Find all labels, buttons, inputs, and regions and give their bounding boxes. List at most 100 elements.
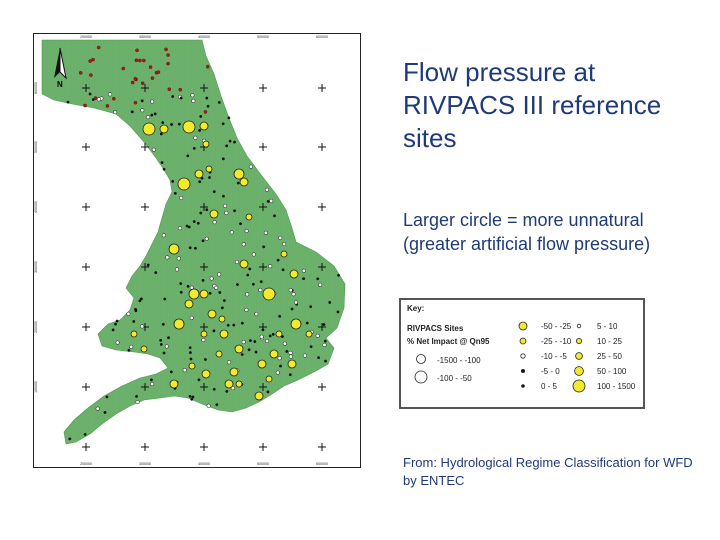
site-marker-impact [229, 367, 239, 377]
site-marker-small [253, 340, 257, 343]
legend-heading: RIVPACS Sites [407, 324, 464, 333]
site-marker-small [268, 264, 273, 269]
site-marker-impact [233, 168, 245, 180]
site-marker-north [142, 58, 146, 63]
site-marker-small [190, 93, 195, 98]
site-marker-small [248, 267, 252, 271]
site-marker-small [266, 199, 270, 203]
site-marker-small [222, 194, 225, 198]
legend-symbol [520, 353, 526, 359]
site-marker-small [246, 273, 250, 277]
site-marker-small [288, 354, 293, 359]
site-marker-small [208, 176, 211, 179]
site-marker-small [164, 344, 169, 349]
grid-cross [259, 143, 267, 151]
site-marker-impact [173, 318, 185, 330]
grid-cross [82, 323, 90, 331]
site-marker-small [201, 239, 205, 243]
y-tick-label: 600000 [34, 82, 38, 94]
site-marker-small [138, 299, 142, 303]
site-marker-small [212, 329, 216, 333]
site-marker-small [212, 387, 216, 391]
site-marker-small [162, 167, 166, 171]
site-marker-small [315, 333, 320, 338]
site-marker-impact [239, 259, 249, 269]
site-marker-small [227, 116, 231, 120]
grid-cross [82, 203, 90, 211]
legend-label-9: 10 - 25 [597, 337, 622, 346]
site-marker-north [133, 100, 138, 105]
site-marker-small [279, 364, 282, 368]
site-marker-small [179, 96, 183, 100]
site-marker-impact [168, 243, 180, 255]
x-tick-label-bottom: 200000 [80, 462, 92, 466]
y-tick-label: 100000 [34, 381, 38, 393]
site-marker-small [244, 228, 249, 234]
legend-label-11: 50 - 100 [597, 367, 627, 376]
legend-label-1: -1500 - -100 [437, 356, 481, 365]
site-marker-small [282, 341, 287, 346]
site-marker-small [275, 370, 280, 375]
x-tick-label: 200000 [80, 35, 92, 39]
site-marker-small [140, 99, 144, 103]
site-marker-small [171, 179, 175, 183]
site-marker-small [259, 280, 263, 284]
site-marker-small [115, 319, 119, 323]
site-marker-small [288, 373, 292, 377]
legend-symbol [414, 370, 428, 384]
site-marker-small [302, 353, 307, 358]
site-marker-small [240, 353, 244, 356]
site-marker-small [212, 190, 216, 194]
site-marker-small [169, 370, 173, 374]
site-marker-north [134, 58, 139, 63]
site-marker-impact [239, 177, 249, 187]
grid-cross [200, 443, 208, 451]
site-marker-small [293, 300, 298, 305]
site-marker-impact [194, 169, 204, 179]
site-marker-small [159, 342, 163, 346]
site-marker-impact [215, 350, 223, 358]
site-marker-impact [199, 121, 209, 131]
grid-cross [200, 383, 208, 391]
site-marker-small [191, 395, 195, 399]
y-tick-label: 500000 [34, 141, 38, 153]
site-marker-small [221, 122, 225, 126]
site-marker-small [322, 342, 327, 347]
legend-key-label: Key: [407, 304, 425, 313]
legend-label-10: 25 - 50 [597, 352, 622, 361]
site-marker-small [309, 305, 313, 309]
grid-cross [141, 143, 149, 151]
site-marker-small [171, 95, 175, 98]
site-marker-small [83, 433, 87, 436]
site-marker-small [247, 348, 251, 352]
site-marker-small [232, 323, 236, 327]
y-tick-label: 200000 [34, 321, 38, 333]
site-marker-impact [262, 287, 276, 301]
site-marker-impact [305, 330, 313, 338]
site-marker-small [114, 322, 117, 326]
site-marker-small [182, 368, 187, 373]
site-marker-small [105, 395, 109, 399]
site-marker-impact [235, 380, 243, 388]
site-marker-small [192, 220, 196, 224]
legend-symbol [519, 337, 527, 345]
grid-cross [82, 443, 90, 451]
site-marker-small [108, 92, 113, 97]
map-legend: Key: RIVPACS Sites % Net Impact @ Qn95 -… [399, 298, 645, 409]
site-marker-impact [202, 140, 210, 148]
grid-cross [141, 383, 149, 391]
site-marker-small [170, 123, 174, 126]
site-marker-north [178, 87, 182, 92]
site-marker-small [161, 233, 166, 238]
site-marker-impact [142, 122, 156, 136]
site-marker-small [233, 209, 237, 213]
site-marker-small [248, 339, 252, 343]
site-marker-small [220, 306, 224, 310]
site-marker-north [96, 45, 101, 50]
site-marker-small [203, 358, 207, 361]
site-marker-small [240, 321, 244, 325]
site-marker-small [265, 338, 270, 344]
site-marker-small [159, 338, 163, 342]
site-marker-small [268, 334, 272, 338]
site-marker-impact [182, 120, 196, 134]
